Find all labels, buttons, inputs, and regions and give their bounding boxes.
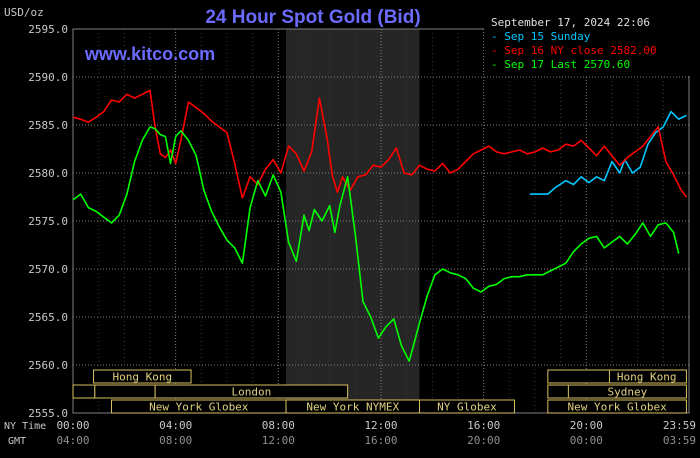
x-axis-ticks: 00:00 04:00 08:00 12:00 16:00 20:00 23:59 04:00… — [56, 419, 696, 447]
session-label: London — [232, 386, 272, 399]
session-label: Sydney — [608, 386, 648, 399]
x-tick-label-gmt: 12:00 — [262, 434, 295, 447]
y-tick-label: 2575.0 — [28, 215, 68, 228]
y-tick-label: 2560.0 — [28, 359, 68, 372]
series-line-0 — [529, 110, 687, 195]
legend: - Sep 15 Sunday- Sep 16 NY close 2582.00… — [491, 30, 657, 71]
session-label: Hong Kong — [112, 371, 172, 384]
session-bar — [93, 369, 192, 384]
x-tick-label-gmt: 08:00 — [159, 434, 192, 447]
datetime-label: September 17, 2024 22:06 — [491, 16, 650, 29]
x-tick-label-ny: 00:00 — [56, 419, 89, 432]
session-label: Hong Kong — [617, 371, 677, 384]
grid-lines — [72, 28, 690, 414]
session-bar — [419, 399, 515, 414]
y-tick-label: 2585.0 — [28, 119, 68, 132]
session-label: NY Globex — [437, 401, 497, 414]
session-bar — [547, 399, 687, 414]
x-tick-label-gmt: 20:00 — [467, 434, 500, 447]
series-lines — [72, 89, 688, 363]
x-tick-label-ny: 16:00 — [467, 419, 500, 432]
x-tick-label-ny: 08:00 — [262, 419, 295, 432]
x-tick-label-gmt: 00:00 — [570, 434, 603, 447]
x-tick-label-ny: 12:00 — [364, 419, 397, 432]
gmt-label: GMT — [8, 436, 26, 447]
series-line-2 — [72, 126, 680, 363]
market-sessions: Hong Kong London New York Globex New York N… — [72, 369, 687, 414]
session-bar — [72, 384, 96, 399]
series-line-1 — [72, 89, 688, 199]
session-label: New York NYMEX — [306, 401, 399, 414]
legend-entry: - Sep 16 NY close 2582.00 — [491, 44, 657, 57]
y-axis-ticks: 2595.0 2590.0 2585.0 2580.0 2575.0 2570.0 2565… — [28, 23, 68, 420]
session-label: New York Globex — [567, 401, 667, 414]
ny-time-label: NY Time — [4, 421, 46, 432]
session-bar — [154, 384, 349, 399]
session-bar — [547, 369, 610, 384]
y-tick-label: 2565.0 — [28, 311, 68, 324]
session-bar — [94, 384, 156, 399]
units-label: USD/oz — [4, 6, 44, 19]
legend-box — [484, 12, 690, 76]
x-tick-label-ny: 04:00 — [159, 419, 192, 432]
y-tick-label: 2555.0 — [28, 407, 68, 420]
y-tick-label: 2595.0 — [28, 23, 68, 36]
y-tick-label: 2580.0 — [28, 167, 68, 180]
y-tick-label: 2570.0 — [28, 263, 68, 276]
legend-entry: - Sep 17 Last 2570.60 — [491, 58, 630, 71]
chart-title: 24 Hour Spot Gold (Bid) — [205, 7, 420, 28]
y-tick-label: 2590.0 — [28, 71, 68, 84]
x-tick-label-gmt: 16:00 — [364, 434, 397, 447]
session-label: New York Globex — [149, 401, 249, 414]
x-tick-label-gmt: 04:00 — [56, 434, 89, 447]
x-tick-label-ny: 20:00 — [570, 419, 603, 432]
session-bar — [567, 384, 687, 399]
x-tick-label-ny: 23:59 — [663, 419, 696, 432]
x-tick-label-gmt: 03:59 — [663, 434, 696, 447]
watermark: www.kitco.com — [84, 44, 215, 64]
legend-entry: - Sep 15 Sunday — [491, 30, 591, 43]
